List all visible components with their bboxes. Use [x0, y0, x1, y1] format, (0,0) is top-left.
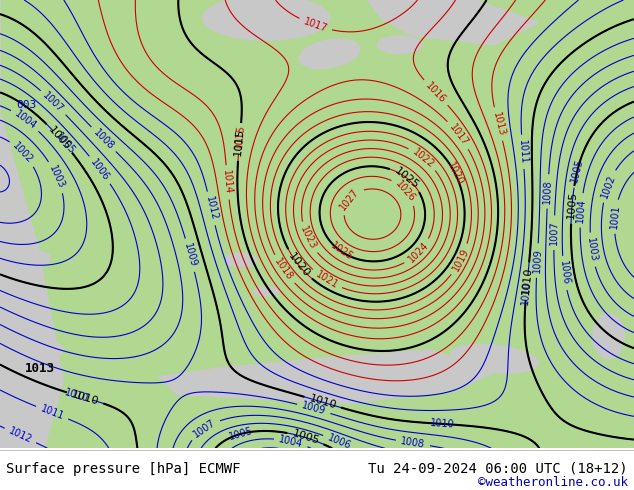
Text: 1005: 1005 [569, 158, 585, 184]
Text: 1017: 1017 [447, 122, 470, 147]
Ellipse shape [25, 341, 63, 359]
Polygon shape [0, 0, 63, 448]
Text: 1005: 1005 [566, 191, 578, 219]
Text: 1002: 1002 [599, 172, 617, 199]
Ellipse shape [203, 0, 330, 40]
Text: 1006: 1006 [326, 433, 353, 451]
Text: 1015: 1015 [233, 127, 245, 156]
Text: 1003: 1003 [48, 164, 67, 190]
Polygon shape [158, 350, 495, 404]
Text: 1009: 1009 [182, 242, 198, 269]
Text: 1024: 1024 [406, 240, 430, 265]
Text: 1004: 1004 [278, 434, 304, 449]
Text: 1027: 1027 [338, 186, 361, 212]
Text: 1009: 1009 [301, 401, 327, 417]
Text: 1005: 1005 [291, 429, 321, 446]
Text: 1005: 1005 [228, 426, 254, 442]
Ellipse shape [299, 39, 360, 69]
Text: 1009: 1009 [532, 248, 543, 273]
Text: 1002: 1002 [11, 141, 35, 166]
Text: 1013: 1013 [491, 111, 506, 137]
Text: 1023: 1023 [298, 225, 318, 251]
Text: 1013: 1013 [25, 362, 55, 375]
Text: 1010: 1010 [521, 280, 533, 306]
Text: 1001: 1001 [609, 204, 621, 229]
Ellipse shape [225, 253, 257, 267]
Text: 1010: 1010 [70, 389, 100, 407]
Text: 1022: 1022 [410, 147, 436, 170]
Text: 1003: 1003 [585, 237, 598, 263]
Text: 1008: 1008 [542, 179, 553, 204]
Ellipse shape [254, 287, 279, 296]
Text: 1021: 1021 [313, 269, 340, 291]
Text: 1008: 1008 [91, 127, 116, 151]
Text: 1010: 1010 [63, 387, 89, 404]
Text: 1005: 1005 [47, 124, 73, 152]
Ellipse shape [13, 251, 50, 270]
Text: 1007: 1007 [41, 90, 66, 115]
Text: 1004: 1004 [575, 197, 587, 223]
Text: 1018: 1018 [273, 257, 295, 282]
Text: 1019: 1019 [450, 246, 470, 273]
Text: Surface pressure [hPa] ECMWF: Surface pressure [hPa] ECMWF [6, 462, 241, 476]
Ellipse shape [451, 344, 538, 373]
Text: 1011: 1011 [517, 139, 529, 165]
Text: 1011: 1011 [39, 404, 65, 422]
Text: 1010: 1010 [430, 418, 455, 430]
Text: ©weatheronline.co.uk: ©weatheronline.co.uk [477, 476, 628, 489]
Text: 1017: 1017 [302, 16, 328, 34]
Text: 1025: 1025 [392, 165, 421, 191]
Ellipse shape [377, 36, 422, 54]
Text: 1020: 1020 [286, 251, 311, 279]
Text: 1020: 1020 [445, 160, 465, 187]
Text: Tu 24-09-2024 06:00 UTC (18+12): Tu 24-09-2024 06:00 UTC (18+12) [368, 462, 628, 476]
Text: 1025: 1025 [328, 241, 355, 263]
Polygon shape [368, 0, 539, 45]
Text: 1014: 1014 [221, 170, 233, 195]
Text: 1005: 1005 [53, 131, 77, 156]
Text: 1010: 1010 [308, 393, 337, 411]
Text: 1012: 1012 [7, 426, 34, 445]
Text: 1006: 1006 [89, 157, 112, 183]
Text: 1007: 1007 [191, 417, 217, 440]
Text: 1016: 1016 [424, 80, 448, 105]
Text: 1026: 1026 [394, 178, 417, 203]
Text: 1010: 1010 [521, 267, 534, 295]
Text: 1007: 1007 [549, 220, 559, 245]
Text: 1008: 1008 [400, 436, 426, 450]
Text: 1004: 1004 [13, 109, 38, 131]
Text: 003: 003 [16, 99, 36, 110]
Text: 1006: 1006 [558, 260, 571, 286]
Text: 1012: 1012 [204, 196, 219, 221]
Text: 1015: 1015 [234, 124, 246, 149]
Ellipse shape [593, 314, 624, 359]
